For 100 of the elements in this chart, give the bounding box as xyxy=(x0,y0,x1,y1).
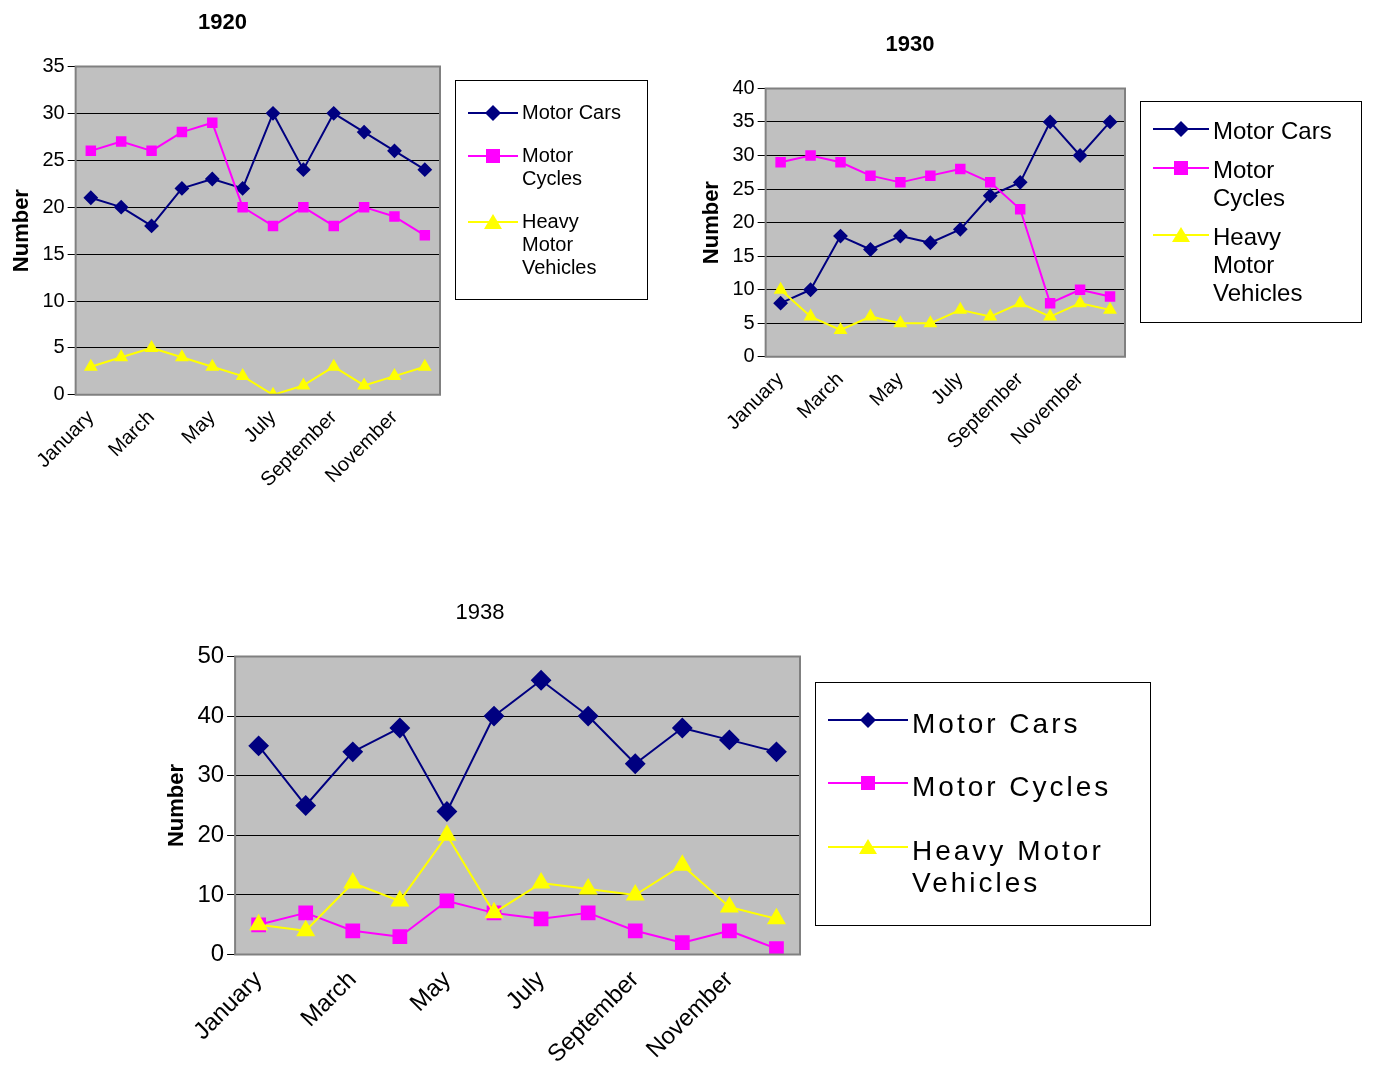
point xyxy=(206,359,219,371)
point xyxy=(895,177,906,188)
point xyxy=(894,316,907,328)
chart-title: 1938 xyxy=(455,599,505,625)
point xyxy=(175,350,189,362)
point xyxy=(766,741,787,762)
point xyxy=(342,741,363,762)
point xyxy=(1104,291,1116,302)
y-tick-label: 20 xyxy=(42,194,65,217)
point xyxy=(773,296,788,311)
point xyxy=(418,359,432,371)
point xyxy=(833,229,848,244)
point xyxy=(625,753,646,774)
point xyxy=(834,323,847,335)
point xyxy=(236,369,249,381)
point xyxy=(863,242,878,257)
legend-label: Heavy Motor Vehicles xyxy=(1213,222,1304,307)
legend-label: Motor Cars xyxy=(522,101,621,124)
point xyxy=(893,229,908,244)
point xyxy=(1013,296,1027,308)
y-tick-label: 20 xyxy=(197,819,225,847)
point xyxy=(295,795,316,816)
point xyxy=(357,378,371,390)
point xyxy=(1013,175,1028,190)
point xyxy=(439,893,455,909)
point xyxy=(1043,309,1057,321)
point xyxy=(532,873,550,889)
point xyxy=(804,309,817,321)
point xyxy=(484,706,505,727)
y-tick-label: 15 xyxy=(42,241,65,264)
y-tick-label: 5 xyxy=(53,335,65,358)
point xyxy=(115,136,127,147)
point xyxy=(326,106,341,121)
y-tick-label: 30 xyxy=(732,143,755,166)
y-tick-label: 25 xyxy=(732,176,755,199)
chart-title: 1920 xyxy=(198,9,247,35)
x-tick-label: May xyxy=(176,405,220,448)
point xyxy=(174,181,189,196)
point xyxy=(357,125,372,140)
point xyxy=(719,729,740,750)
point xyxy=(924,316,937,328)
legend-label: Motor Cycles xyxy=(912,771,1112,804)
point xyxy=(387,143,402,158)
y-tick-label: 20 xyxy=(732,210,755,233)
point xyxy=(327,359,340,371)
x-tick-label: May xyxy=(864,367,908,410)
point xyxy=(720,896,739,913)
point xyxy=(267,220,279,232)
point xyxy=(389,211,400,222)
chart-title: 1930 xyxy=(885,31,935,57)
point xyxy=(775,156,786,168)
point xyxy=(417,162,432,177)
point xyxy=(578,706,599,727)
y-tick-label: 40 xyxy=(732,75,755,98)
x-tick-label: May xyxy=(404,964,456,1017)
point xyxy=(1103,302,1117,314)
point xyxy=(672,717,693,738)
point xyxy=(419,230,431,241)
legend-label: Motor Cars xyxy=(1213,117,1332,146)
point xyxy=(925,170,936,181)
point xyxy=(205,172,220,187)
point xyxy=(805,150,816,161)
point xyxy=(388,369,401,381)
point xyxy=(835,156,846,168)
y-tick-label: 10 xyxy=(42,288,65,311)
point xyxy=(235,181,250,196)
point xyxy=(392,929,408,945)
point xyxy=(297,378,310,390)
point xyxy=(391,890,409,907)
y-axis-title: Number xyxy=(8,188,34,273)
point xyxy=(145,340,158,352)
y-tick-label: 5 xyxy=(743,310,755,333)
y-tick-label: 35 xyxy=(42,53,65,76)
y-tick-label: 50 xyxy=(197,641,225,669)
point xyxy=(1074,284,1086,295)
legend-label: Heavy Motor Vehicles xyxy=(912,834,1105,899)
point xyxy=(984,309,997,321)
point xyxy=(1014,203,1026,215)
point xyxy=(85,145,97,157)
point xyxy=(767,908,786,925)
point xyxy=(237,201,248,213)
point xyxy=(985,177,996,188)
point xyxy=(864,309,877,321)
point xyxy=(328,220,339,232)
y-tick-label: 30 xyxy=(197,760,225,788)
point xyxy=(436,801,457,822)
y-tick-label: 10 xyxy=(197,879,225,907)
point xyxy=(358,201,370,213)
point xyxy=(923,235,938,250)
point xyxy=(953,222,968,237)
point xyxy=(531,670,552,691)
point xyxy=(774,282,787,294)
point xyxy=(580,905,596,921)
point xyxy=(533,911,549,927)
point xyxy=(865,170,876,181)
point xyxy=(266,106,280,121)
point xyxy=(207,117,218,128)
y-tick-label: 25 xyxy=(42,147,65,170)
point xyxy=(673,855,692,871)
y-tick-label: 30 xyxy=(42,100,65,123)
